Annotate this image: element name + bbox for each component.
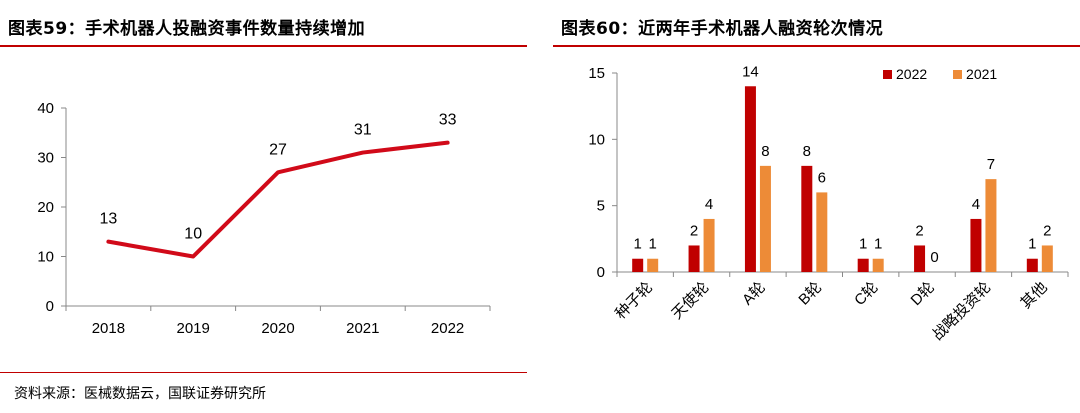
- bar-value-label: 1: [874, 236, 882, 253]
- data-label: 27: [269, 141, 287, 158]
- y-tick-label: 40: [37, 100, 54, 117]
- bar-2022: [744, 86, 756, 273]
- bar-2022: [914, 245, 926, 272]
- bar-2021: [872, 258, 884, 272]
- legend-item-2021: 2021: [953, 66, 997, 82]
- right-title-rule: [553, 45, 1080, 47]
- left-chart-panel: 图表59：手术机器人投融资事件数量持续增加 0 10 20 30 40 2018 2019 2…: [0, 0, 527, 413]
- data-label: 13: [100, 211, 118, 228]
- bar-value-label: 8: [803, 143, 811, 160]
- bar-value-label: 1: [1028, 236, 1036, 253]
- bar-value-label: 2: [915, 222, 923, 239]
- bar-2022: [688, 245, 700, 272]
- y-tick-label: 10: [588, 131, 605, 148]
- x-tick-label: 2022: [431, 320, 464, 337]
- y-tick-label: 20: [37, 199, 54, 216]
- series-line: [106, 140, 450, 259]
- bar-value-label: 1: [649, 236, 657, 253]
- x-tick-label: 2018: [92, 320, 125, 337]
- legend-label-2021: 2021: [966, 66, 998, 82]
- x-category-label: D轮: [908, 279, 938, 309]
- left-chart-title: 图表59：手术机器人投融资事件数量持续增加: [8, 19, 366, 39]
- bar-2021: [647, 258, 659, 272]
- left-source-note: 资料来源：医械数据云，国联证券研究所: [14, 386, 266, 402]
- data-label: 31: [354, 122, 372, 139]
- y-tick-label: 10: [37, 249, 54, 266]
- x-category-label: 战略投资轮: [929, 279, 994, 344]
- y-tick-label: 5: [597, 198, 605, 215]
- x-category-label: C轮: [851, 279, 881, 309]
- left-source-rule: [0, 372, 527, 373]
- bar-2021: [816, 192, 828, 272]
- data-label: 10: [184, 226, 202, 243]
- bar-value-label: 0: [930, 249, 938, 266]
- x-category-label: 其他: [1017, 279, 1050, 312]
- bar-2021: [1041, 245, 1053, 272]
- bar-2022: [801, 165, 813, 272]
- bar-value-label: 7: [987, 156, 995, 173]
- bar-value-label: 1: [859, 236, 867, 253]
- bar-2021: [759, 165, 771, 272]
- legend-swatch-2021: [953, 70, 963, 79]
- bar-2022: [1026, 258, 1038, 272]
- right-chart-panel: 图表60：近两年手术机器人融资轮次情况 0 5 10 15 1 1 种子轮 2 4 天使轮 14 8 A…: [553, 0, 1080, 413]
- x-category-label: B轮: [795, 279, 825, 309]
- y-tick-label: 15: [588, 65, 605, 82]
- left-title-rule: [0, 45, 527, 47]
- y-tick-label: 0: [46, 298, 54, 315]
- legend-label-2022: 2022: [896, 66, 928, 82]
- bar-value-label: 6: [818, 169, 826, 186]
- right-chart-title: 图表60：近两年手术机器人融资轮次情况: [561, 19, 884, 39]
- y-tick-label: 30: [37, 150, 54, 167]
- data-label: 33: [439, 112, 457, 129]
- legend-item-2022: 2022: [883, 66, 927, 82]
- x-tick-label: 2019: [177, 320, 210, 337]
- legend-swatch-2022: [883, 70, 892, 79]
- bar-value-label: 4: [972, 196, 980, 213]
- bar-2022: [632, 258, 644, 272]
- y-tick-label: 0: [597, 264, 605, 281]
- bar-legend: 2022 2021: [883, 66, 1019, 82]
- bar-value-label: 1: [634, 236, 642, 253]
- x-tick-label: 2020: [261, 320, 294, 337]
- bar-value-label: 4: [705, 196, 713, 213]
- x-category-label: A轮: [739, 279, 769, 309]
- bar-2022: [970, 218, 982, 272]
- bar-2021: [703, 218, 715, 272]
- bar-value-label: 14: [742, 63, 759, 80]
- line-chart: 0 10 20 30 40 2018 2019 2020 2021 2022 13 10 27 31 33: [37, 100, 491, 337]
- bar-value-label: 2: [690, 222, 698, 239]
- x-category-label: 种子轮: [612, 279, 656, 323]
- x-category-label: 天使轮: [669, 279, 713, 323]
- bar-2022: [857, 258, 869, 272]
- bar-2021: [985, 179, 997, 272]
- bar-value-label: 2: [1043, 222, 1051, 239]
- x-tick-label: 2021: [346, 320, 379, 337]
- bar-value-label: 8: [761, 143, 769, 160]
